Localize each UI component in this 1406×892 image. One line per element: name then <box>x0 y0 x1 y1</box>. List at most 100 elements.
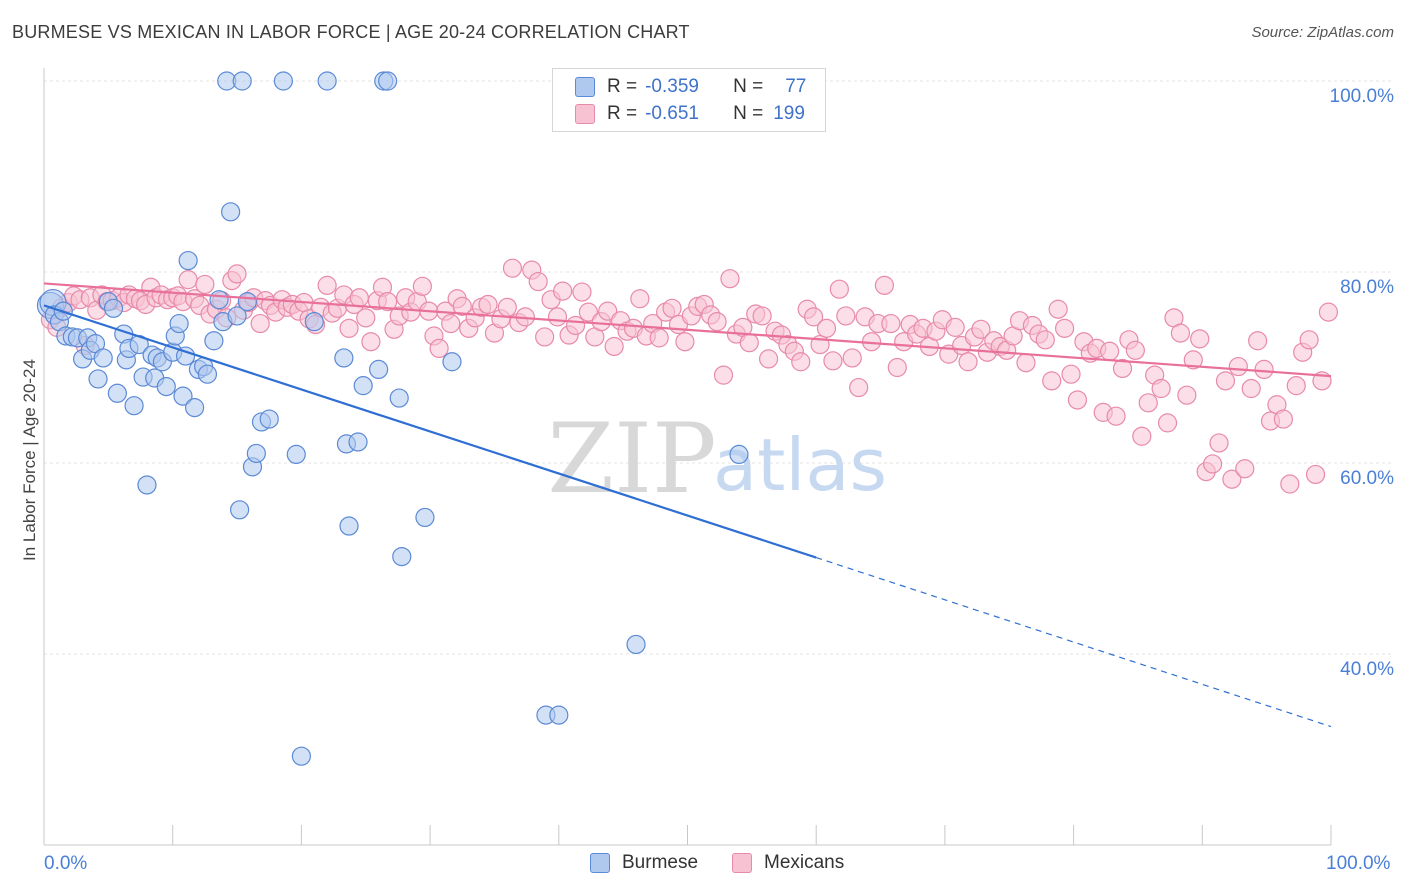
mexicans-point <box>1228 356 1248 377</box>
mexicans-point <box>1170 323 1191 343</box>
watermark-atlas: atlas <box>713 423 887 507</box>
burmese-point <box>353 376 373 396</box>
mexicans-point <box>874 275 895 295</box>
burmese-point <box>230 500 250 520</box>
mexicans-point <box>441 313 461 334</box>
burmese-point <box>369 359 389 380</box>
legend-n-label: N = <box>733 103 764 124</box>
burmese-point <box>137 475 157 495</box>
legend-r-value-mexicans: -0.651 <box>645 103 699 124</box>
mexicans-point <box>1151 378 1171 399</box>
mexicans-point <box>339 318 359 338</box>
mexicans-point <box>1190 329 1210 349</box>
burmese-points <box>36 71 749 766</box>
legend-swatch-mexicans <box>575 104 595 124</box>
burmese-point <box>184 398 205 418</box>
burmese-point <box>442 352 462 372</box>
legend-r-value-burmese: -0.359 <box>645 76 699 97</box>
mexicans-point <box>1286 376 1306 396</box>
burmese-point <box>304 312 324 332</box>
mexicans-point <box>662 298 682 318</box>
burmese-point <box>339 516 359 536</box>
mexicans-point <box>720 269 740 289</box>
legend-r-label: R = <box>607 103 638 124</box>
burmese-trend-line <box>43 304 817 559</box>
mexicans-point <box>528 271 548 292</box>
burmese-point <box>178 250 198 271</box>
mexicans-point <box>502 258 523 278</box>
mexicans-point <box>1035 330 1055 350</box>
mexicans-point <box>317 275 337 295</box>
mexicans-point <box>412 276 432 296</box>
mexicans-point <box>1106 406 1126 426</box>
mexicans-point <box>1042 371 1062 391</box>
mexicans-point <box>713 365 734 385</box>
mexicans-point <box>1112 358 1133 379</box>
series-legend-burmese[interactable]: Burmese <box>590 852 698 874</box>
mexicans-point <box>1318 302 1339 322</box>
mexicans-point <box>195 274 215 295</box>
mexicans-point <box>1138 393 1158 413</box>
mexicans-point <box>630 289 650 309</box>
axes <box>43 68 1332 846</box>
watermark: ZIP atlas <box>547 403 887 515</box>
legend-n-value-burmese: 77 <box>785 76 807 97</box>
burmese-point <box>88 369 108 389</box>
burmese-point <box>103 298 124 318</box>
mexicans-point <box>1061 364 1081 384</box>
legend-swatch-burmese <box>575 77 595 97</box>
mexicans-point <box>823 351 843 371</box>
mexicans-point <box>178 270 198 290</box>
x-tick-label-start: 0.0% <box>44 853 88 874</box>
burmese-point <box>209 290 229 310</box>
mexicans-point <box>1157 413 1178 433</box>
mexicans-point <box>1177 385 1197 405</box>
mexicans-point <box>1305 464 1326 485</box>
mexicans-point <box>836 306 856 326</box>
x-tick-label-end: 100.0% <box>1326 853 1391 874</box>
burmese-point <box>232 71 252 91</box>
y-tick-label-1: 80.0% <box>1340 277 1394 298</box>
series-legend: Burmese Mexicans <box>0 852 1406 878</box>
mexicans-point <box>572 282 592 302</box>
series-swatch-mexicans <box>732 853 752 873</box>
burmese-point <box>156 377 176 397</box>
mexicans-point <box>227 264 247 284</box>
burmese-trend-extension <box>816 556 1332 728</box>
burmese-point <box>549 705 569 725</box>
burmese-point <box>286 444 306 465</box>
burmese-point <box>273 71 293 91</box>
series-legend-mexicans[interactable]: Mexicans <box>732 852 844 874</box>
mexicans-point <box>1235 459 1255 479</box>
y-tick-label-0: 100.0% <box>1329 86 1394 107</box>
mexicans-point <box>887 357 907 378</box>
mexicans-point <box>971 319 991 339</box>
y-axis-label: In Labor Force | Age 20-24 <box>20 359 39 561</box>
chart-title: BURMESE VS MEXICAN IN LABOR FORCE | AGE … <box>12 22 690 42</box>
mexicans-point <box>1215 371 1236 391</box>
mexicans-point <box>547 307 568 327</box>
trend-lines <box>43 282 1332 728</box>
mexicans-point <box>1132 426 1152 446</box>
mexicans-point <box>565 315 586 336</box>
mexicans-point <box>452 296 472 316</box>
mexicans-point <box>356 308 376 328</box>
burmese-point <box>378 71 398 91</box>
mexicans-point <box>739 333 759 353</box>
mexicans-point <box>816 318 837 338</box>
burmese-point <box>175 346 196 366</box>
mexicans-point <box>791 352 811 372</box>
mexicans-point <box>478 294 498 315</box>
burmese-point <box>334 348 354 368</box>
mexicans-point <box>553 281 573 301</box>
mexicans-point <box>1202 454 1223 474</box>
burmese-point <box>291 746 311 766</box>
mexicans-point <box>1222 469 1242 489</box>
burmese-point <box>415 507 435 528</box>
mexicans-point <box>758 349 779 369</box>
burmese-point <box>227 306 247 326</box>
correlation-legend: R = -0.359 N = 77 R = -0.651 N = 199 <box>552 68 826 132</box>
burmese-point <box>389 388 409 408</box>
burmese-point <box>246 443 266 464</box>
